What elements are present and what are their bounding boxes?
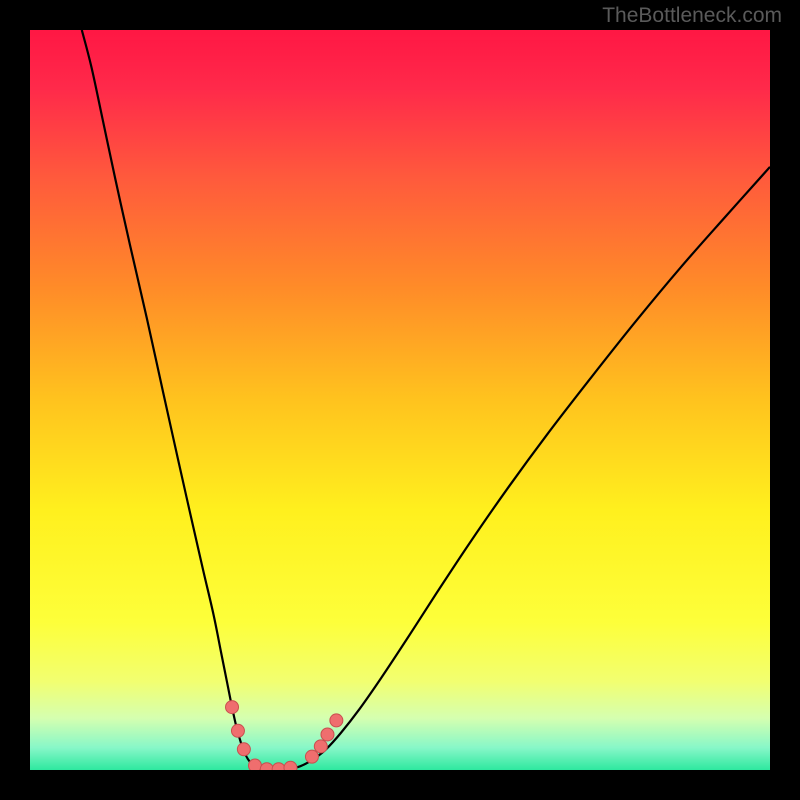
data-marker [284, 761, 297, 770]
data-marker [321, 728, 334, 741]
data-marker [305, 750, 318, 763]
data-marker [314, 740, 327, 753]
data-marker [231, 724, 244, 737]
data-marker [330, 714, 343, 727]
data-marker [248, 759, 261, 770]
data-marker [237, 743, 250, 756]
plot-area [30, 30, 770, 770]
chart-svg [30, 30, 770, 770]
data-marker [226, 701, 239, 714]
gradient-background [30, 30, 770, 770]
watermark-text: TheBottleneck.com [602, 4, 782, 28]
